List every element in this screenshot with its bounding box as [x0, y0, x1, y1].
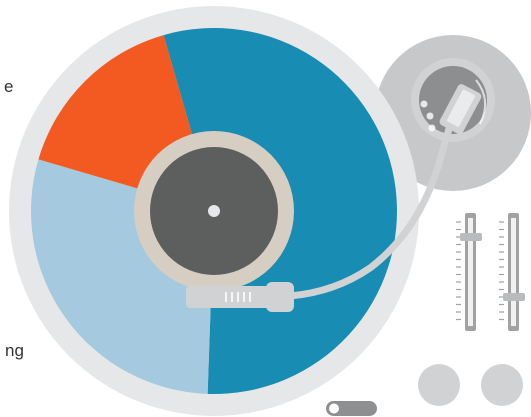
spindle-icon [208, 205, 220, 217]
label-fragment-2: ng [5, 341, 24, 360]
knob-icon[interactable] [418, 364, 460, 406]
tonearm-tube [286, 104, 459, 300]
fader-ticks-2 [499, 221, 504, 321]
label-fragment-1: e [4, 77, 13, 96]
switch-thumb[interactable] [329, 403, 339, 414]
tonearm-headshell [186, 286, 292, 308]
tonearm-counterweight [439, 84, 482, 135]
fader-knob-1[interactable] [460, 233, 482, 241]
tonearm-icon [186, 79, 487, 312]
fader-knob-2[interactable] [503, 293, 525, 301]
fader-icon[interactable] [456, 213, 525, 331]
switch-track [326, 401, 377, 416]
knob-icon[interactable] [481, 364, 523, 406]
switch-icon[interactable] [326, 401, 377, 416]
headshell-grip-lines [225, 292, 251, 302]
tonearm-collar [266, 282, 294, 312]
